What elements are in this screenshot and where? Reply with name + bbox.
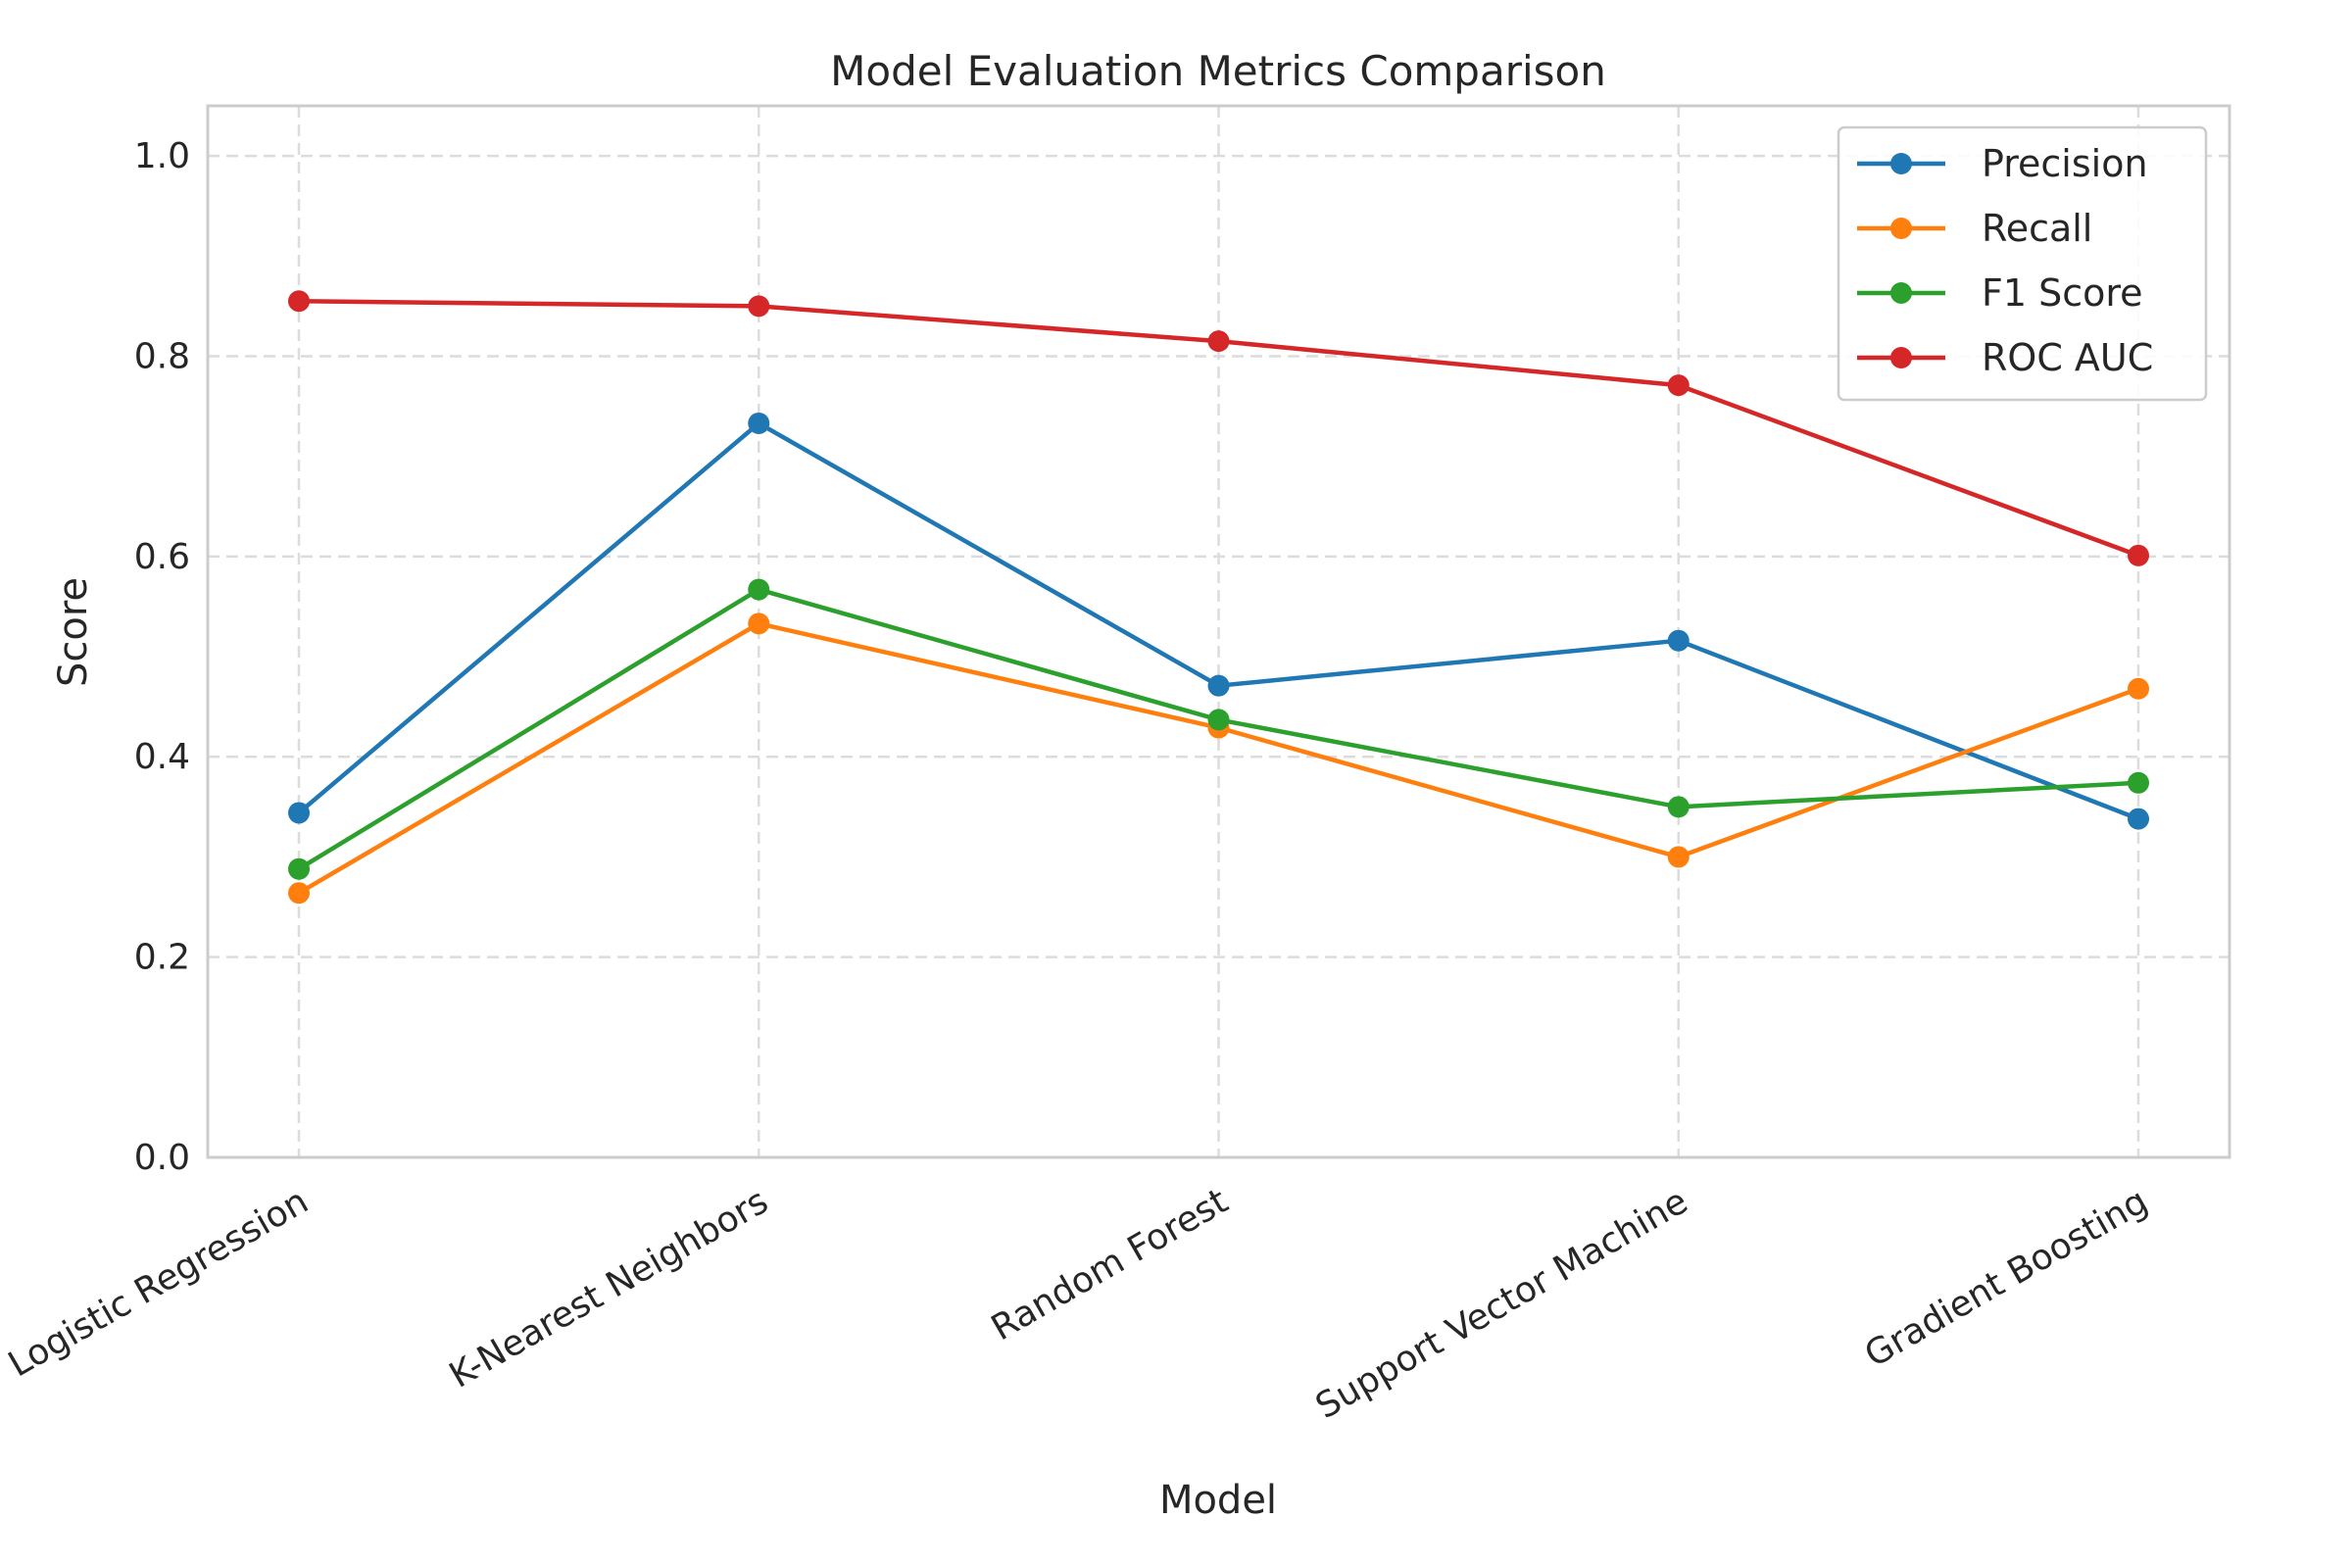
legend-item: ROC AUC <box>1857 336 2153 379</box>
series-layer <box>288 290 2149 905</box>
series-precision <box>288 412 2149 830</box>
x-axis-label: Model <box>1159 1478 1277 1523</box>
legend: Precision Recall F1 Score ROC AUC <box>1837 125 2208 402</box>
plot-frame <box>206 104 2231 1159</box>
y-tick-labels: 0.0 0.2 0.4 0.6 0.8 1.0 <box>134 136 190 1178</box>
legend-label: F1 Score <box>1982 271 2143 315</box>
data-point <box>1207 674 1230 697</box>
x-tick-label: Support Vector Machine <box>1309 1181 1694 1427</box>
legend-label: ROC AUC <box>1982 336 2153 379</box>
data-point <box>1667 846 1690 868</box>
legend-item: F1 Score <box>1857 271 2143 315</box>
legend-swatch-marker <box>1890 218 1912 239</box>
y-tick-label: 1.0 <box>134 136 190 176</box>
data-point <box>2128 771 2149 794</box>
data-point <box>288 882 310 905</box>
data-point <box>748 578 770 601</box>
legend-swatch-marker <box>1890 347 1912 368</box>
y-tick-label: 0.8 <box>134 336 190 376</box>
data-point <box>1207 330 1230 353</box>
legend-swatch-marker <box>1890 282 1912 304</box>
legend-label: Precision <box>1982 142 2148 185</box>
y-tick-label: 0.6 <box>134 537 190 577</box>
x-tick-label: Logistic Regression <box>2 1181 316 1385</box>
legend-swatch-marker <box>1890 153 1912 174</box>
data-point <box>288 802 310 824</box>
data-point <box>1667 796 1690 818</box>
data-point <box>748 295 770 318</box>
data-point <box>2128 677 2149 700</box>
x-tick-labels: Logistic Regression K-Nearest Neighbors Ra… <box>2 1181 2155 1427</box>
data-point <box>748 612 770 635</box>
x-tick-label: K-Nearest Neighbors <box>443 1181 775 1396</box>
x-tick-label: Random Forest <box>985 1181 1235 1348</box>
data-point <box>1667 629 1690 652</box>
series-f1-score <box>288 578 2149 880</box>
legend-label: Recall <box>1982 207 2092 250</box>
data-point <box>288 290 310 313</box>
y-axis-label: Score <box>51 577 96 687</box>
x-tick-label: Gradient Boosting <box>1858 1181 2154 1375</box>
legend-item: Precision <box>1857 142 2148 185</box>
data-point <box>1207 709 1230 731</box>
y-tick-label: 0.4 <box>134 737 190 777</box>
series-roc-auc <box>288 290 2149 566</box>
data-point <box>1667 374 1690 397</box>
chart-title: Model Evaluation Metrics Comparison <box>830 47 1606 95</box>
y-tick-label: 0.0 <box>134 1138 190 1178</box>
data-point <box>2128 544 2149 566</box>
legend-frame <box>1837 125 2208 402</box>
data-point <box>748 412 770 434</box>
y-tick-label: 0.2 <box>134 938 190 978</box>
legend-item: Recall <box>1857 207 2092 250</box>
data-point <box>2128 808 2149 830</box>
data-point <box>288 858 310 880</box>
